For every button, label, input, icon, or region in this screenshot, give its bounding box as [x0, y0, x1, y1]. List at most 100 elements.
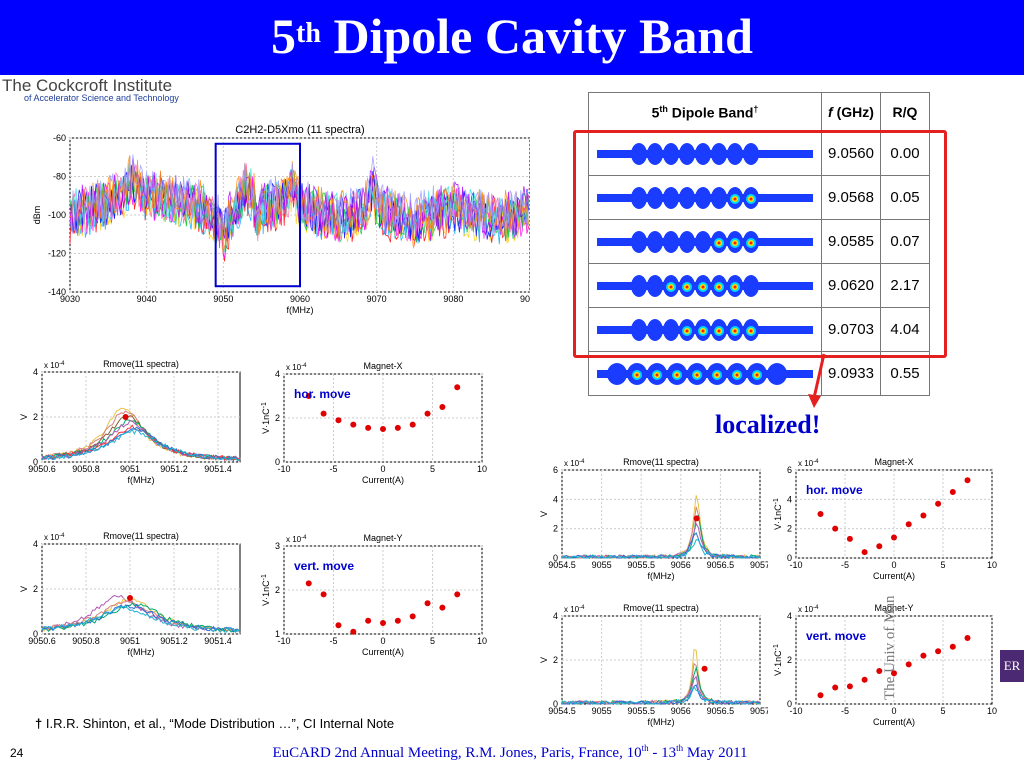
y-tick-label: 4: [787, 494, 792, 504]
header-frequency: f (GHz): [821, 92, 881, 132]
y-tick-label: 0: [553, 553, 558, 563]
chart-title: Magnet-X: [874, 457, 913, 467]
data-point: [320, 591, 327, 598]
data-point: [409, 613, 416, 620]
x-tick-label: -10: [789, 706, 802, 716]
magnet-y-1-chart: -10 -5 0 5 10 1 2 3 Magnet-Y Current(A) V·1nC-1 x 1…: [261, 533, 488, 657]
axis-exponent: x 10-4: [798, 605, 819, 614]
data-point: [424, 410, 431, 417]
x-tick-label: -5: [841, 706, 849, 716]
data-point: [935, 648, 942, 655]
series-line: [41, 428, 241, 462]
data-point: [305, 393, 312, 399]
x-tick-label: 9055.5: [627, 706, 655, 716]
x-tick-label: 9051: [120, 464, 140, 474]
y-tick-label: 2: [553, 524, 558, 534]
data-point: [335, 622, 342, 629]
x-tick-label: 0: [380, 636, 385, 646]
data-point: [350, 628, 357, 635]
table-row: 9.0585 0.07: [588, 219, 930, 264]
data-point: [817, 692, 824, 699]
peak-marker: [693, 515, 700, 522]
x-tick-label: 9040: [137, 294, 157, 304]
table-row: 9.0620 2.17: [588, 263, 930, 308]
chart-title: Rmove(11 spectra): [623, 603, 699, 613]
x-tick-label: 9070: [367, 294, 387, 304]
y-axis-label: V·1nC-1: [261, 574, 272, 606]
axis-exponent: x 10-4: [44, 361, 65, 370]
data-point: [949, 489, 956, 495]
data-point: [920, 652, 927, 659]
x-tick-label: 9051: [120, 636, 140, 646]
table-header-row: 5th Dipole Band† f (GHz) R/Q: [588, 92, 930, 132]
title-superscript: th: [296, 18, 321, 49]
header-band: 5th Dipole Band†: [588, 92, 822, 132]
data-point: [394, 424, 401, 431]
localized-label: localized!: [715, 410, 821, 439]
x-tick-label: 5: [430, 636, 435, 646]
data-point: [439, 604, 446, 611]
y-axis-label: V: [20, 586, 29, 592]
x-tick-label: 10: [987, 560, 997, 570]
table-row: 9.0933 0.55: [588, 351, 930, 396]
data-point: [394, 617, 401, 624]
x-tick-label: 9056.5: [707, 706, 735, 716]
y-tick-label: 2: [553, 655, 558, 665]
y-tick-label: 0: [553, 699, 558, 709]
data-point: [846, 535, 853, 542]
spectrum-series-line: [69, 155, 529, 255]
series-line: [561, 539, 761, 559]
rmove-hor-2-chart: 9054.5 9055 9055.5 9056 9056.5 9057 0 2 4 6 Rmove(…: [539, 457, 768, 581]
data-point: [876, 543, 883, 550]
spectrum-highlight-box: [214, 142, 302, 288]
x-tick-label: -10: [277, 636, 290, 646]
chart-title: Magnet-Y: [363, 533, 402, 543]
data-point: [305, 580, 312, 587]
magnet-y-2-chart: -10 -5 0 5 10 0 2 4 Magnet-Y Current(A) V·1nC-1 x 1…: [773, 603, 998, 727]
data-point: [439, 404, 446, 410]
x-tick-label: 5: [430, 464, 435, 474]
data-point: [380, 426, 386, 432]
x-tick-label: 9051.4: [204, 636, 232, 646]
x-axis-label: Current(A): [362, 647, 404, 657]
series-line: [41, 594, 241, 633]
y-tick-label: 1: [275, 629, 280, 639]
x-tick-label: 9054.5: [548, 706, 576, 716]
x-tick-label: 9090: [520, 294, 530, 304]
data-point: [335, 417, 342, 424]
cavity-field-icon: [597, 186, 813, 209]
x-tick-label: 9050.6: [28, 636, 56, 646]
series-line: [41, 603, 241, 633]
page-number: 24: [10, 746, 24, 760]
x-tick-label: 9055: [592, 706, 612, 716]
rq-cell: 0.55: [880, 351, 930, 396]
data-point: [876, 668, 883, 674]
data-point: [454, 384, 461, 391]
data-point: [350, 421, 357, 428]
mode-field-image: [588, 219, 822, 264]
y-tick-label: 4: [33, 367, 38, 377]
move-annotation: hor. move: [806, 483, 863, 497]
frequency-cell: 9.0568: [821, 175, 881, 220]
x-tick-label: 9050.8: [72, 464, 100, 474]
data-point: [964, 635, 971, 641]
magnet-x-1-chart: -10 -5 0 5 10 0 2 4 Magnet-X Current(A) V·1nC-1 x 1…: [261, 361, 488, 485]
series-line: [561, 532, 761, 559]
x-tick-label: 0: [891, 706, 896, 716]
x-tick-label: 5: [940, 560, 945, 570]
data-point: [891, 670, 897, 677]
spectrum-series-line: [69, 157, 529, 242]
title-text: Dipole Cavity Band: [320, 8, 753, 64]
y-tick-label: 2: [33, 584, 38, 594]
y-axis-label: V·1nC-1: [261, 402, 272, 434]
rmove-vert-chart: 9050.6 9050.8 9051 9051.2 9051.4 0 2 4 Rmove(11 …: [20, 531, 241, 657]
plot-frame: [561, 469, 761, 559]
y-tick-label: 6: [553, 465, 558, 475]
y-tick-label: 6: [787, 465, 792, 475]
rmove-vert-2-chart: 9054.5 9055 9055.5 9056 9056.5 9057 0 2 4 Rmove(1…: [539, 603, 768, 727]
axis-exponent: x 10-4: [286, 535, 307, 544]
x-axis-label: Current(A): [873, 571, 915, 581]
header-rq: R/Q: [880, 92, 930, 132]
y-tick-label: 0: [787, 699, 792, 709]
data-point: [320, 410, 327, 417]
